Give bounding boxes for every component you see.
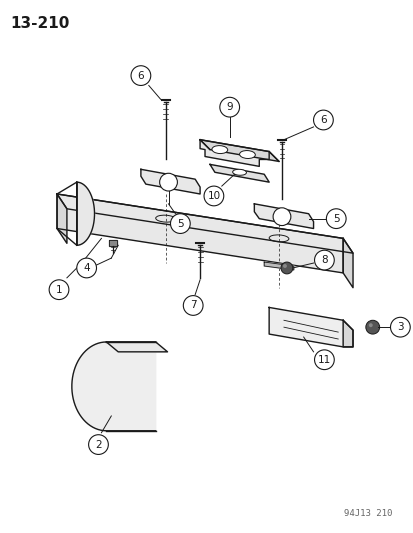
Text: 8: 8 [320,255,327,265]
Text: 6: 6 [319,115,326,125]
Polygon shape [57,194,352,253]
Text: 2: 2 [95,440,102,449]
Ellipse shape [239,150,255,158]
Polygon shape [209,164,268,182]
Polygon shape [57,194,342,273]
Circle shape [368,323,372,327]
Circle shape [219,98,239,117]
Circle shape [314,350,333,369]
Circle shape [49,280,69,300]
Text: 13-210: 13-210 [11,17,70,31]
Text: 3: 3 [396,322,403,332]
Ellipse shape [232,169,246,175]
Circle shape [88,435,108,455]
Polygon shape [109,240,117,246]
Polygon shape [342,238,352,288]
Polygon shape [268,308,352,347]
Circle shape [131,66,150,85]
Circle shape [325,209,345,229]
Text: 94J13 210: 94J13 210 [343,508,392,518]
Circle shape [204,186,223,206]
Text: 5: 5 [177,219,183,229]
Polygon shape [342,320,352,347]
Text: 4: 4 [83,263,90,273]
Circle shape [273,208,290,225]
Circle shape [314,250,333,270]
Polygon shape [199,140,268,166]
Text: 5: 5 [332,214,339,224]
Polygon shape [76,182,94,245]
Text: 11: 11 [317,355,330,365]
Polygon shape [254,204,313,229]
Circle shape [170,214,190,233]
Polygon shape [199,140,278,161]
Text: 1: 1 [56,285,62,295]
Circle shape [159,173,177,191]
Circle shape [282,264,286,268]
Text: 6: 6 [137,70,144,80]
Polygon shape [263,262,293,270]
Polygon shape [106,342,167,352]
Circle shape [183,296,202,316]
Text: 10: 10 [207,191,220,201]
Circle shape [313,110,332,130]
Polygon shape [140,169,199,194]
Circle shape [389,317,409,337]
Ellipse shape [211,146,227,154]
Circle shape [76,258,96,278]
Circle shape [365,320,379,334]
Polygon shape [72,342,155,431]
Text: 9: 9 [226,102,233,112]
Circle shape [280,262,292,274]
Polygon shape [57,194,67,244]
Text: 7: 7 [190,301,196,310]
